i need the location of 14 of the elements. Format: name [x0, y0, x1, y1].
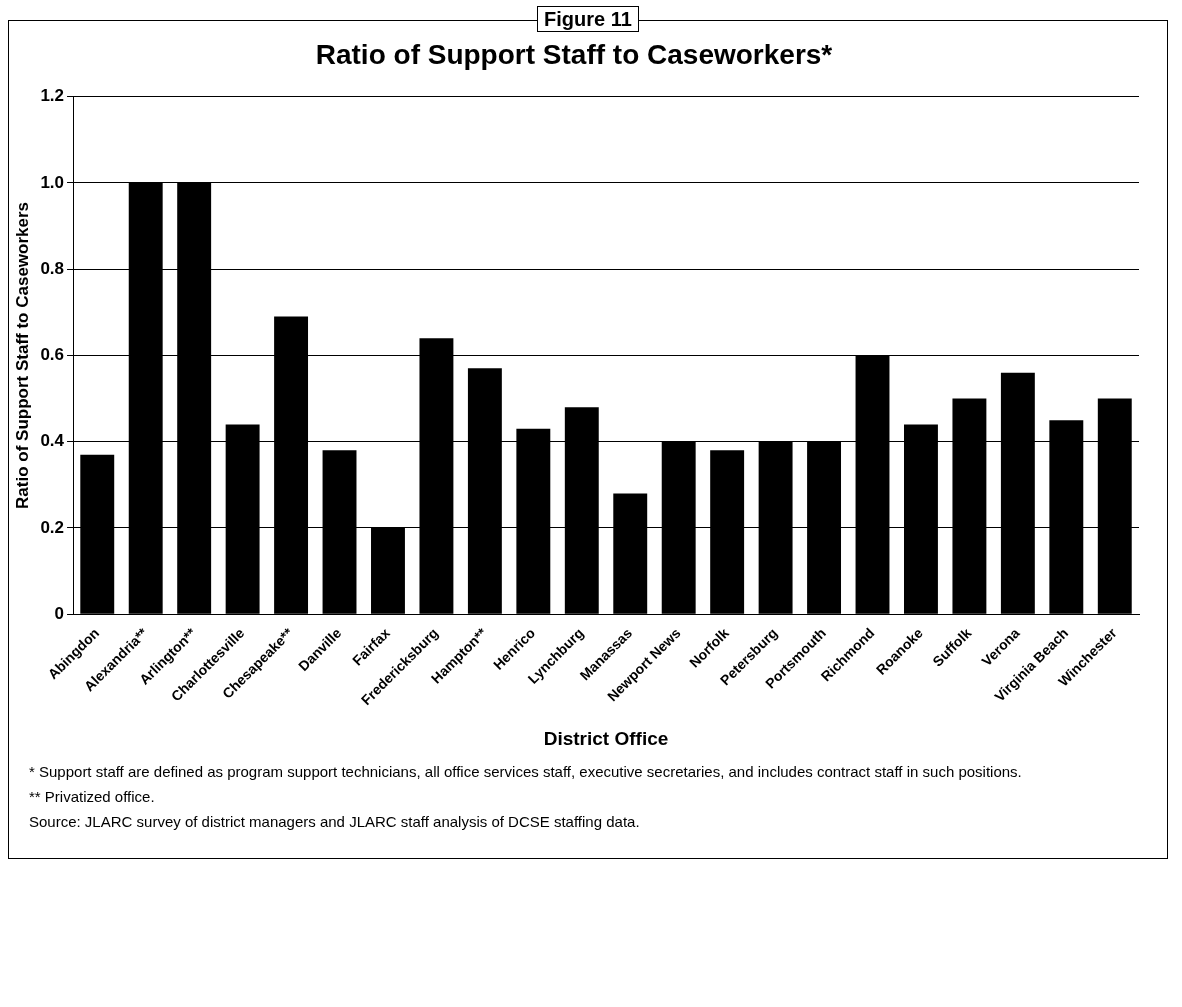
- y-tick-label: 1.2: [40, 86, 65, 106]
- y-tick-label: 0.8: [40, 258, 65, 278]
- chart-title: Ratio of Support Staff to Caseworkers*: [315, 38, 833, 70]
- y-tick-label: 1.0: [40, 172, 65, 192]
- y-tick-label: 0: [54, 603, 65, 623]
- y-tick-label: 0.6: [40, 345, 65, 365]
- source-note: Source: JLARC survey of district managers and JLARC staff analysis of DCSE staffing data.: [29, 813, 641, 830]
- y-tick-label: 0.4: [40, 431, 65, 451]
- text: ** Privatized office.: [29, 788, 156, 805]
- y-axis-title: Ratio of Support Staff to Caseworkers: [12, 201, 32, 509]
- text: * Support staff are defined as program support technicians, all office services staff, executive secretaries, and includes contract staff in such positions.: [29, 763, 1023, 780]
- caption: Figure 11: [537, 6, 639, 32]
- y-tick-label: 0.2: [40, 517, 65, 537]
- x-axis-title: District Office: [543, 727, 669, 749]
